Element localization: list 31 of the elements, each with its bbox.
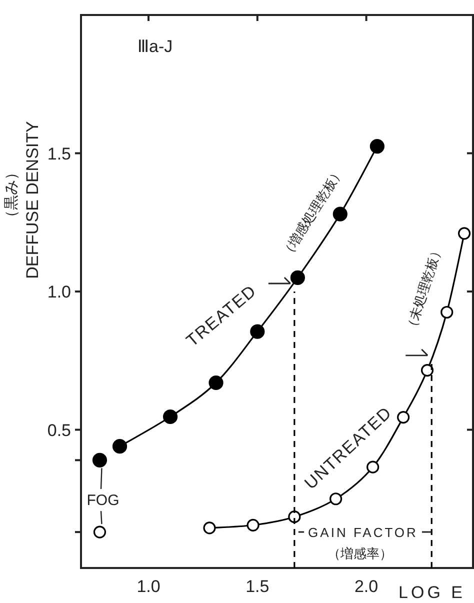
- y-axis-title: DEFFUSE DENSITY: [23, 121, 42, 279]
- x-tick-label: 1.5: [246, 577, 270, 596]
- y-tick-label: 1.0: [47, 282, 71, 302]
- y-tick-label: 0.5: [47, 420, 71, 440]
- point: [112, 439, 128, 454]
- point: [370, 139, 384, 154]
- annotation: GAIN FACTOR: [308, 525, 418, 540]
- point: [203, 522, 216, 534]
- point: [420, 364, 434, 377]
- point: [440, 306, 454, 319]
- x-tick-label: 2.0: [354, 577, 378, 596]
- point: [162, 409, 178, 424]
- annotation: FOG: [86, 492, 120, 509]
- point: [246, 518, 260, 532]
- annotation: （未処理乾板）: [402, 243, 445, 334]
- point: [397, 411, 410, 424]
- x-axis-title: LOG E: [398, 583, 466, 602]
- annotation: （増感処理乾板）: [278, 164, 346, 261]
- annotation: Ⅲa-J: [137, 37, 173, 56]
- point: [93, 526, 106, 538]
- annotation: （増感率）: [328, 546, 392, 561]
- point: [92, 452, 108, 468]
- y-tick-label: 1.5: [47, 144, 71, 164]
- point: [208, 375, 224, 390]
- point: [288, 510, 301, 524]
- point: [332, 206, 348, 222]
- point: [330, 492, 342, 506]
- text: （黒み）: [3, 165, 20, 225]
- point: [290, 270, 305, 285]
- point: [458, 227, 471, 240]
- x-tick-label: 1.0: [136, 577, 160, 596]
